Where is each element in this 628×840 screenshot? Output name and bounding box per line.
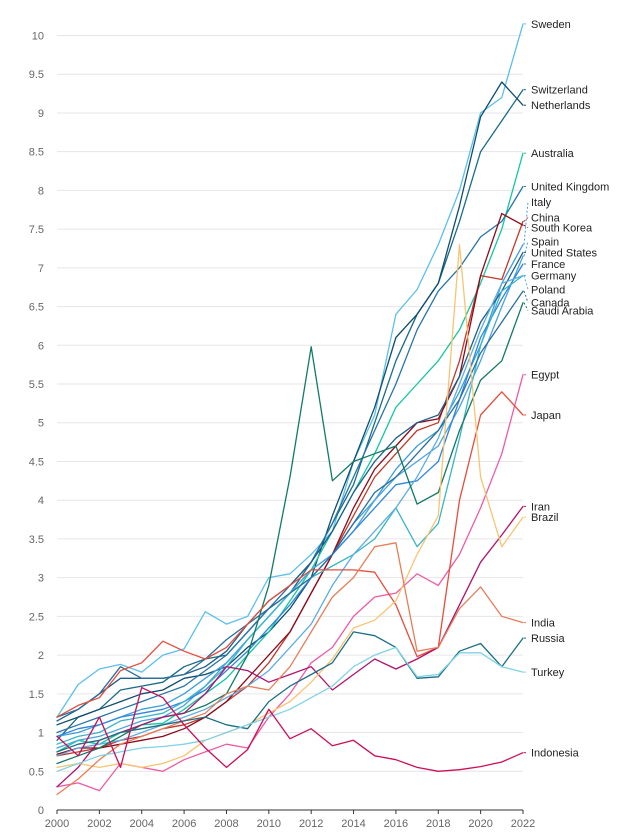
series-line-switzerland — [56, 89, 524, 741]
series-label-iran: Iran — [531, 501, 550, 513]
y-tick-label: 3.5 — [29, 534, 44, 546]
series-line-netherlands — [56, 81, 524, 726]
y-tick-label: 7 — [38, 263, 44, 275]
series-line-japan — [56, 391, 524, 718]
y-tick-label: 5 — [38, 418, 44, 430]
x-tick-label: 2000 — [45, 818, 69, 830]
x-tick-label: 2004 — [129, 818, 153, 830]
series-label-france: France — [531, 259, 565, 271]
series-line-egypt — [56, 374, 524, 792]
y-tick-label: 9.5 — [29, 69, 44, 81]
x-tick-label: 2022 — [511, 818, 535, 830]
y-tick-label: 9 — [38, 108, 44, 120]
x-axis-ticks: 2000 2002 2004 2006 2008 2010 2012 2014 2016 2018… — [45, 810, 535, 830]
series-line-poland — [56, 274, 524, 757]
x-tick-label: 2020 — [468, 818, 492, 830]
label-leader-spain — [523, 241, 529, 257]
series-line-saudi-arabia — [56, 302, 524, 765]
series-label-spain: Spain — [531, 237, 559, 249]
x-tick-label: 2014 — [341, 818, 365, 830]
x-tick-label: 2008 — [214, 818, 238, 830]
x-tick-label: 2016 — [384, 818, 408, 830]
label-leader-saudi-arabia — [523, 302, 529, 311]
y-tick-label: 7.5 — [29, 224, 44, 236]
y-tick-label: 4.5 — [29, 456, 44, 468]
series-label-brazil: Brazil — [531, 512, 559, 524]
series-label-sweden: Sweden — [531, 19, 571, 31]
x-tick-label: 2002 — [87, 818, 111, 830]
y-tick-label: 1.5 — [29, 689, 44, 701]
series-line-turkey — [56, 646, 524, 772]
series-label-germany: Germany — [531, 271, 577, 283]
series-label-india: India — [531, 618, 556, 630]
y-tick-label: 1 — [38, 728, 44, 740]
series-line-india — [56, 542, 524, 796]
gridlines — [57, 34, 523, 811]
series-line-sweden — [56, 23, 524, 718]
series-label-italy: Italy — [531, 197, 552, 209]
x-tick-label: 2006 — [172, 818, 196, 830]
y-tick-label: 4 — [38, 495, 44, 507]
series-label-united-kingdom: United Kingdom — [531, 182, 609, 194]
y-tick-label: 2 — [38, 650, 44, 662]
y-tick-label: 6.5 — [29, 302, 44, 314]
y-tick-label: 0 — [38, 805, 44, 817]
label-leader-italy — [523, 201, 529, 245]
series-label-switzerland: Switzerland — [531, 85, 588, 97]
y-tick-label: 8.5 — [29, 147, 44, 159]
series-line-brazil — [56, 243, 524, 769]
label-leader-canada — [523, 290, 529, 303]
series-label-saudi-arabia: Saudi Arabia — [531, 305, 594, 317]
series-line-china — [56, 220, 524, 757]
series-line-indonesia — [56, 686, 524, 772]
series-line-south-korea — [56, 212, 524, 755]
x-tick-label: 2012 — [299, 818, 323, 830]
series-label-egypt: Egypt — [531, 370, 559, 382]
series-label-netherlands: Netherlands — [531, 100, 591, 112]
series-label-turkey: Turkey — [531, 667, 565, 679]
series-label-poland: Poland — [531, 285, 565, 297]
label-leader-china — [523, 217, 529, 222]
series-line-united-kingdom — [56, 185, 524, 734]
y-tick-label: 5.5 — [29, 379, 44, 391]
series-label-australia: Australia — [531, 148, 575, 160]
series-line-canada — [56, 290, 524, 718]
series-label-indonesia: Indonesia — [531, 748, 580, 760]
y-axis-ticks: 0 0.5 1 1.5 2 2.5 3 3.5 4 4.5 5 5.5 6 6.5 7 7.5 8 8.5 9 9.5… — [29, 30, 44, 817]
y-tick-label: 8 — [38, 185, 44, 197]
series-line-australia — [56, 152, 524, 753]
y-tick-label: 10 — [32, 30, 44, 42]
series-label-united-states: United States — [531, 247, 598, 259]
series-line-russia — [56, 631, 524, 753]
y-tick-label: 2.5 — [29, 611, 44, 623]
series-label-japan: Japan — [531, 410, 561, 422]
series-lines — [56, 23, 524, 796]
series-label-russia: Russia — [531, 633, 566, 645]
label-leader-south-korea — [523, 224, 529, 229]
series-label-south-korea: South Korea — [531, 223, 593, 235]
y-tick-label: 6 — [38, 340, 44, 352]
x-tick-label: 2018 — [426, 818, 450, 830]
y-tick-label: 0.5 — [29, 766, 44, 778]
x-tick-label: 2010 — [257, 818, 281, 830]
y-tick-label: 3 — [38, 573, 44, 585]
series-label-china: China — [531, 213, 561, 225]
label-leader-poland — [523, 275, 529, 290]
series-label-canada: Canada — [531, 298, 570, 310]
series-labels: Sweden Switzerland Netherlands Australia Uni… — [523, 19, 609, 760]
